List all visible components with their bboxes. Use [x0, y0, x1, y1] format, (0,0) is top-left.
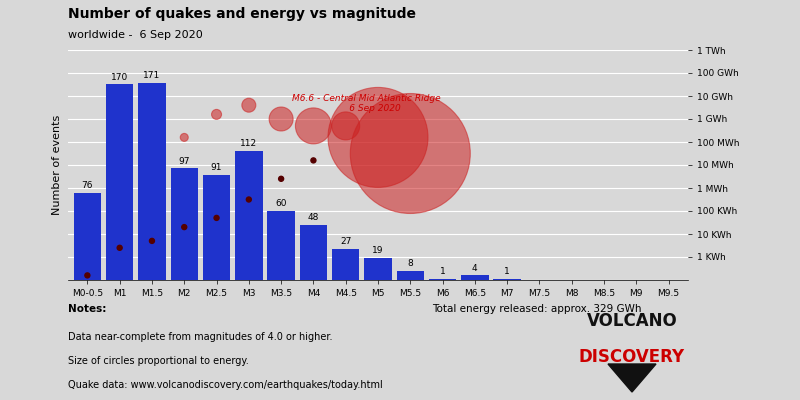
Text: 19: 19	[372, 246, 384, 255]
Text: VOLCANO: VOLCANO	[586, 312, 678, 330]
Bar	[397, 271, 424, 280]
Text: 97: 97	[178, 156, 190, 166]
Text: 170: 170	[111, 73, 128, 82]
Bar	[267, 211, 295, 280]
Bar	[332, 249, 359, 280]
Text: 60: 60	[275, 199, 287, 208]
Bar	[74, 192, 101, 280]
Text: 91: 91	[210, 164, 222, 172]
Text: 112: 112	[240, 139, 258, 148]
Text: Number of quakes and energy vs magnitude: Number of quakes and energy vs magnitude	[68, 7, 416, 21]
Text: Total energy released: approx. 329 GWh: Total energy released: approx. 329 GWh	[432, 304, 642, 314]
Text: DISCOVERY: DISCOVERY	[579, 348, 685, 366]
Text: Size of circles proportional to energy.: Size of circles proportional to energy.	[68, 356, 249, 366]
Bar	[203, 175, 230, 280]
Text: Data near-complete from magnitudes of 4.0 or higher.: Data near-complete from magnitudes of 4.…	[68, 332, 333, 342]
Text: M6.6 - Central Mid Atlantic Ridge
      6 Sep 2020: M6.6 - Central Mid Atlantic Ridge 6 Sep …	[292, 94, 440, 114]
Bar	[138, 83, 166, 280]
Text: Quake data: www.volcanodiscovery.com/earthquakes/today.html: Quake data: www.volcanodiscovery.com/ear…	[68, 380, 382, 390]
Bar	[461, 275, 489, 280]
Text: 171: 171	[143, 72, 161, 80]
Bar	[494, 279, 521, 280]
Bar	[106, 84, 134, 280]
Bar	[235, 151, 262, 280]
Bar	[300, 225, 327, 280]
Bar	[170, 168, 198, 280]
Text: 8: 8	[407, 259, 413, 268]
Y-axis label: Number of events: Number of events	[53, 115, 62, 215]
Bar	[364, 258, 392, 280]
Text: worldwide -  6 Sep 2020: worldwide - 6 Sep 2020	[68, 30, 202, 40]
Text: 1: 1	[504, 267, 510, 276]
Bar	[429, 279, 456, 280]
Text: 27: 27	[340, 237, 351, 246]
Text: 4: 4	[472, 264, 478, 272]
Text: 1: 1	[440, 267, 446, 276]
Text: 48: 48	[308, 213, 319, 222]
Text: Notes:: Notes:	[68, 304, 106, 314]
Text: 76: 76	[82, 181, 93, 190]
